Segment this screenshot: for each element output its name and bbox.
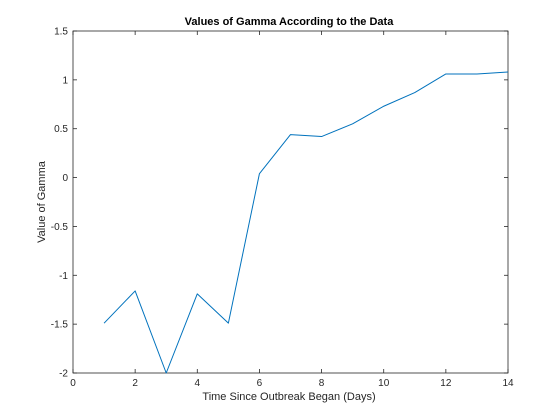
gamma-series-line bbox=[103, 71, 509, 374]
chart-title: Values of Gamma According to the Data bbox=[185, 16, 395, 28]
x-tick-label: 2 bbox=[132, 378, 138, 389]
x-tick-label: 12 bbox=[440, 378, 452, 389]
x-tick-label: 0 bbox=[70, 378, 76, 389]
x-tick-label: 14 bbox=[502, 378, 514, 389]
x-tick-label: 8 bbox=[319, 378, 325, 389]
y-tick-label: -0.5 bbox=[51, 222, 69, 233]
x-tick-label: 10 bbox=[378, 378, 390, 389]
y-tick-label: 1 bbox=[62, 75, 68, 86]
y-tick-label: -2 bbox=[59, 369, 68, 380]
y-tick-label: 1.5 bbox=[54, 27, 68, 38]
x-tick-label: 6 bbox=[257, 378, 263, 389]
y-tick-label: 0.5 bbox=[54, 124, 68, 135]
plot-area: 0 2 4 6 8 10 12 14 -2 -1.5 -1 -0.5 0 0.5 1 1.5 bbox=[51, 27, 514, 390]
y-tick-label: -1 bbox=[59, 271, 68, 282]
y-tick-label: -1.5 bbox=[51, 320, 69, 331]
y-tick-label: 0 bbox=[62, 173, 68, 184]
x-tick-label: 4 bbox=[195, 378, 201, 389]
x-axis-label: Time Since Outbreak Began (Days) bbox=[202, 391, 375, 403]
axes-box bbox=[72, 30, 509, 374]
y-axis-label: Value of Gamma bbox=[36, 160, 48, 243]
